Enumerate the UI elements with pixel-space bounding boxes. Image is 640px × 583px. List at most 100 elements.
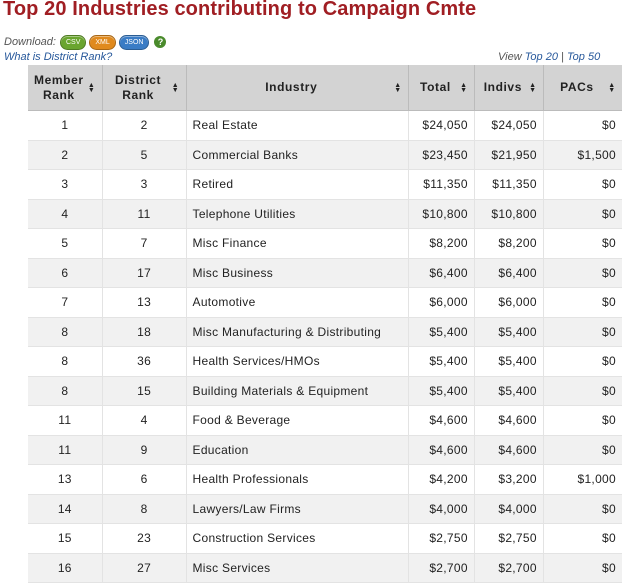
header-pacs[interactable]: PACs ▲ ▼ (543, 65, 622, 111)
district-rank-cell: 11 (101, 199, 187, 229)
view-separator: | (561, 51, 564, 63)
pacs-cell: $0 (542, 317, 622, 347)
csv-download-button[interactable]: CSV (59, 34, 87, 50)
industries-table: Member Rank ▲ ▼ District Rank ▲ ▼ Industry ▲… (28, 65, 622, 583)
district-rank-cell: 2 (101, 110, 187, 141)
member-rank-cell: 1 (28, 110, 103, 141)
industry-header-label: Industry (265, 80, 318, 94)
member-rank-cell: 16 (28, 553, 103, 583)
indivs-cell: $4,600 (473, 405, 544, 436)
table-row: 2 5 Commercial Banks $23,450 $21,950 $1,500 (28, 140, 622, 170)
json-download-button[interactable]: JSON (118, 34, 150, 50)
table-row: 15 23 Construction Services $2,750 $2,750 $0 (28, 523, 622, 554)
help-icon[interactable]: ? (154, 36, 167, 48)
industry-cell: Misc Finance (185, 228, 409, 259)
total-cell: $23,450 (408, 140, 475, 170)
sort-icon: ▲ ▼ (171, 81, 180, 94)
header-district-rank[interactable]: District Rank ▲ ▼ (102, 65, 187, 111)
member-rank-cell: 11 (28, 435, 103, 465)
table-row: 14 8 Lawyers/Law Firms $4,000 $4,000 $0 (28, 494, 622, 524)
indivs-cell: $5,400 (473, 346, 544, 377)
district-rank-cell: 9 (101, 435, 187, 465)
sort-icon: ▲ ▼ (529, 81, 537, 94)
total-cell: $2,700 (408, 553, 475, 583)
total-cell: $2,750 (408, 523, 475, 554)
page-title: Top 20 Industries contributing to Campai… (3, 0, 477, 20)
pacs-cell: $0 (542, 553, 622, 583)
table-row: 8 18 Misc Manufacturing & Distributing $5,4… (28, 317, 622, 347)
view-top50-link[interactable]: Top 50 (566, 51, 601, 63)
indivs-cell: $4,000 (473, 494, 544, 524)
industry-cell: Real Estate (185, 110, 409, 141)
district-rank-cell: 4 (101, 405, 187, 436)
district-rank-cell: 15 (101, 376, 187, 406)
member-rank-cell: 13 (28, 464, 103, 495)
industry-cell: Misc Services (185, 553, 409, 583)
table-row: 11 9 Education $4,600 $4,600 $0 (28, 435, 622, 465)
industry-cell: Misc Business (185, 258, 409, 288)
pacs-cell: $0 (542, 199, 622, 229)
table-row: 16 27 Misc Services $2,700 $2,700 $0 (28, 553, 622, 583)
xml-download-button[interactable]: XML (89, 34, 116, 50)
district-rank-help-link[interactable]: What is District Rank? (4, 51, 113, 63)
industry-cell: Commercial Banks (185, 140, 409, 170)
table-row: 4 11 Telephone Utilities $10,800 $10,800 $0 (28, 199, 622, 229)
total-cell: $5,400 (408, 317, 475, 347)
pacs-cell: $0 (542, 169, 622, 200)
table-row: 5 7 Misc Finance $8,200 $8,200 $0 (28, 228, 622, 259)
indivs-cell: $2,700 (473, 553, 544, 583)
district-rank-cell: 3 (101, 169, 187, 200)
indivs-cell: $21,950 (473, 140, 544, 170)
indivs-cell: $6,400 (473, 258, 544, 288)
member-rank-cell: 7 (28, 287, 103, 318)
sort-icon: ▲ ▼ (394, 81, 402, 94)
indivs-cell: $8,200 (473, 228, 544, 259)
pacs-cell: $0 (542, 523, 622, 554)
industry-cell: Education (185, 435, 409, 465)
indivs-cell: $11,350 (473, 169, 544, 200)
district-rank-cell: 27 (101, 553, 187, 583)
pacs-cell: $1,000 (542, 464, 622, 495)
total-cell: $5,400 (408, 376, 475, 406)
indivs-header-label: Indivs (483, 80, 522, 94)
header-total[interactable]: Total ▲ ▼ (408, 65, 475, 111)
member-rank-cell: 8 (28, 346, 103, 377)
district-rank-cell: 7 (101, 228, 187, 259)
member-rank-cell: 8 (28, 376, 103, 406)
indivs-cell: $2,750 (473, 523, 544, 554)
district-rank-label-line2: Rank (122, 87, 154, 102)
indivs-cell: $5,400 (473, 376, 544, 406)
district-rank-label-line1: District (114, 72, 162, 87)
total-cell: $8,200 (408, 228, 475, 259)
pacs-header-label: PACs (560, 80, 594, 94)
industry-cell: Misc Manufacturing & Distributing (185, 317, 409, 347)
industry-cell: Retired (185, 169, 409, 200)
pacs-cell: $0 (542, 376, 622, 406)
total-cell: $4,600 (408, 405, 475, 436)
member-rank-cell: 14 (28, 494, 103, 524)
header-indivs[interactable]: Indivs ▲ ▼ (474, 65, 544, 111)
pacs-cell: $0 (542, 110, 622, 141)
member-rank-cell: 4 (28, 199, 103, 229)
member-rank-cell: 6 (28, 258, 103, 288)
total-cell: $24,050 (408, 110, 475, 141)
member-rank-cell: 8 (28, 317, 103, 347)
pacs-cell: $0 (542, 435, 622, 465)
district-rank-cell: 5 (101, 140, 187, 170)
indivs-cell: $24,050 (473, 110, 544, 141)
header-industry[interactable]: Industry ▲ ▼ (186, 65, 410, 111)
pacs-cell: $0 (542, 287, 622, 318)
table-row: 3 3 Retired $11,350 $11,350 $0 (28, 169, 622, 200)
industry-cell: Telephone Utilities (185, 199, 409, 229)
industry-cell: Health Services/HMOs (185, 346, 409, 377)
table-row: 13 6 Health Professionals $4,200 $3,200 $1,00… (28, 464, 622, 495)
table-row: 7 13 Automotive $6,000 $6,000 $0 (28, 287, 622, 318)
total-cell: $4,000 (408, 494, 475, 524)
industry-cell: Lawyers/Law Firms (185, 494, 409, 524)
view-top20-link[interactable]: Top 20 (524, 51, 558, 63)
indivs-cell: $3,200 (473, 464, 544, 495)
district-rank-cell: 13 (101, 287, 187, 318)
table-row: 6 17 Misc Business $6,400 $6,400 $0 (28, 258, 622, 288)
member-rank-label-line2: Rank (42, 87, 75, 102)
header-member-rank[interactable]: Member Rank ▲ ▼ (28, 65, 103, 111)
